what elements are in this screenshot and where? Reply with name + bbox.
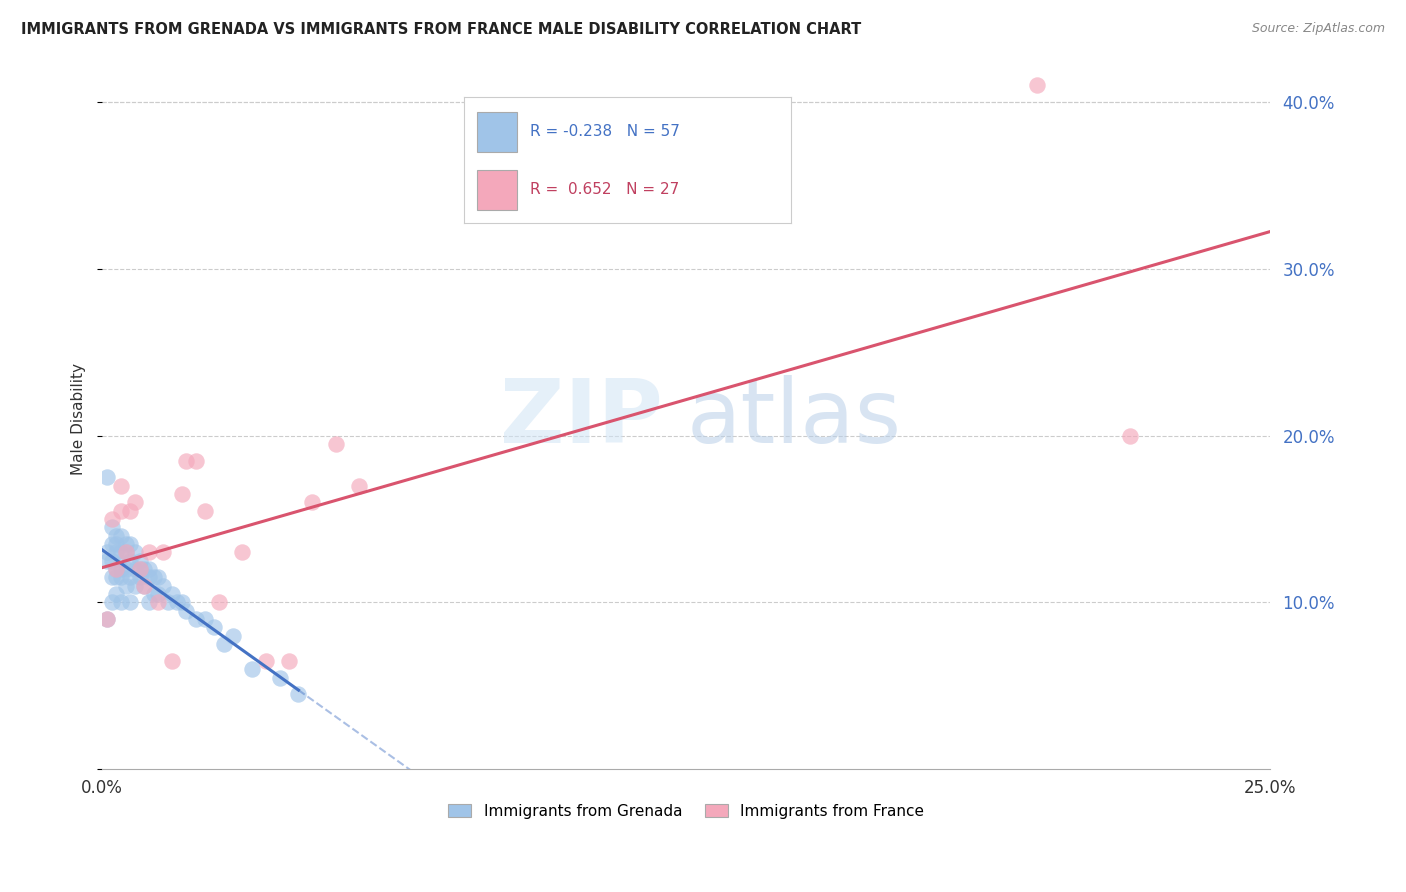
Point	[110, 570, 132, 584]
Point	[134, 579, 156, 593]
Point	[269, 671, 291, 685]
Point	[110, 529, 132, 543]
Point	[208, 595, 231, 609]
Point	[114, 545, 136, 559]
Point	[100, 595, 122, 609]
Point	[240, 662, 263, 676]
Point	[96, 470, 118, 484]
Point	[138, 570, 160, 584]
Point	[325, 437, 347, 451]
Point	[100, 570, 122, 584]
Point	[222, 629, 245, 643]
Legend: Immigrants from Grenada, Immigrants from France: Immigrants from Grenada, Immigrants from…	[443, 797, 931, 825]
Point	[142, 570, 165, 584]
Point	[114, 545, 136, 559]
Point	[105, 529, 128, 543]
Point	[166, 595, 188, 609]
Point	[152, 545, 174, 559]
Point	[124, 495, 146, 509]
Text: IMMIGRANTS FROM GRENADA VS IMMIGRANTS FROM FRANCE MALE DISABILITY CORRELATION CH: IMMIGRANTS FROM GRENADA VS IMMIGRANTS FR…	[21, 22, 862, 37]
Point	[100, 554, 122, 568]
Point	[138, 545, 160, 559]
Point	[148, 587, 170, 601]
Point	[105, 587, 128, 601]
Point	[120, 537, 142, 551]
Point	[114, 537, 136, 551]
Point	[142, 587, 165, 601]
Point	[162, 654, 184, 668]
Point	[96, 554, 118, 568]
Point	[96, 612, 118, 626]
Point	[128, 554, 150, 568]
Point	[120, 595, 142, 609]
Point	[176, 453, 198, 467]
Point	[110, 504, 132, 518]
Point	[231, 545, 253, 559]
Point	[152, 579, 174, 593]
Point	[170, 595, 193, 609]
Point	[105, 570, 128, 584]
Point	[254, 654, 277, 668]
Point	[156, 595, 179, 609]
Point	[105, 537, 128, 551]
Point	[105, 562, 128, 576]
Point	[120, 504, 142, 518]
Point	[110, 478, 132, 492]
Point	[212, 637, 235, 651]
Point	[110, 595, 132, 609]
Point	[148, 570, 170, 584]
Point	[170, 487, 193, 501]
Point	[120, 570, 142, 584]
Point	[128, 570, 150, 584]
Point	[114, 579, 136, 593]
Point	[184, 453, 207, 467]
Text: Source: ZipAtlas.com: Source: ZipAtlas.com	[1251, 22, 1385, 36]
Point	[176, 604, 198, 618]
Point	[1025, 78, 1047, 93]
Point	[134, 579, 156, 593]
Point	[202, 620, 225, 634]
Point	[124, 579, 146, 593]
Point	[162, 587, 184, 601]
Point	[134, 562, 156, 576]
Point	[96, 612, 118, 626]
Point	[347, 478, 370, 492]
Y-axis label: Male Disability: Male Disability	[72, 363, 86, 475]
Point	[124, 562, 146, 576]
Text: atlas: atlas	[686, 376, 901, 462]
Point	[138, 562, 160, 576]
Point	[105, 562, 128, 576]
Point	[120, 554, 142, 568]
Text: ZIP: ZIP	[501, 376, 664, 462]
Point	[96, 545, 118, 559]
Point	[100, 537, 122, 551]
Point	[1119, 428, 1142, 442]
Point	[278, 654, 301, 668]
Point	[138, 595, 160, 609]
Point	[301, 495, 323, 509]
Point	[105, 545, 128, 559]
Point	[100, 520, 122, 534]
Point	[194, 612, 217, 626]
Point	[110, 562, 132, 576]
Point	[184, 612, 207, 626]
Point	[128, 562, 150, 576]
Point	[287, 687, 309, 701]
Point	[114, 562, 136, 576]
Point	[100, 512, 122, 526]
Point	[194, 504, 217, 518]
Point	[148, 595, 170, 609]
Point	[128, 562, 150, 576]
Point	[110, 545, 132, 559]
Point	[124, 545, 146, 559]
